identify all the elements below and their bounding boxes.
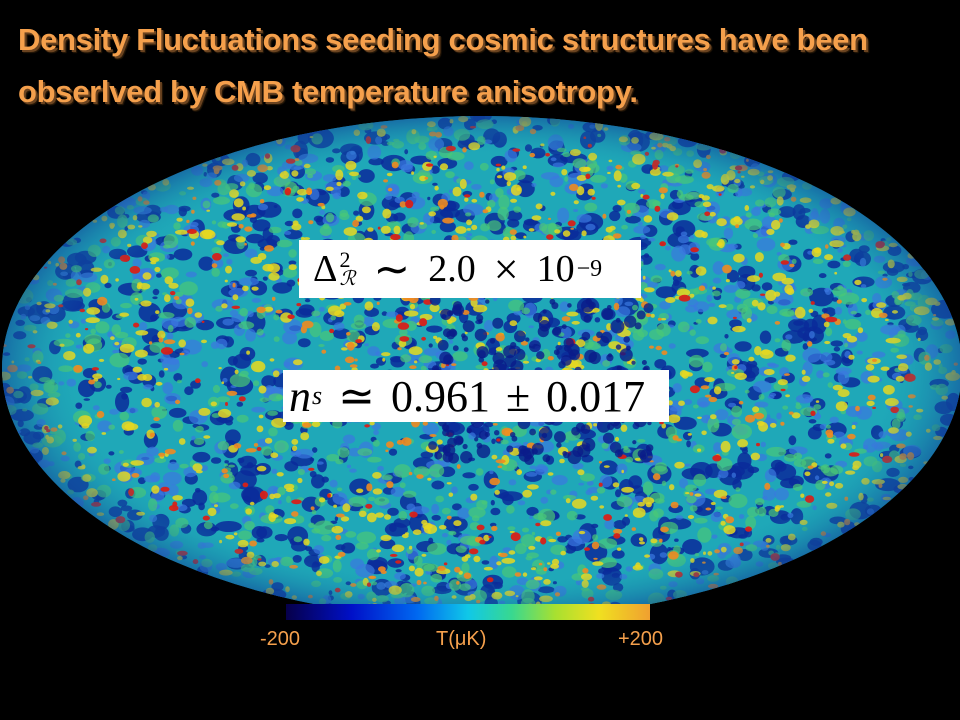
amplitude-mantissa: 2.0	[428, 248, 476, 290]
spectral-index-formula: n s ≃ 0.961 ± 0.017	[283, 370, 669, 422]
title-line-2: obserlved by CMB temperature anisotropy.	[18, 74, 638, 109]
slide-title: Density Fluctuations seeding cosmic stru…	[18, 14, 948, 118]
amplitude-exponent: −9	[576, 255, 603, 282]
delta-indices: 2 ℛ	[339, 247, 356, 290]
similar-symbol: ∼	[373, 244, 411, 294]
plus-minus-symbol: ±	[506, 371, 531, 421]
amplitude-base: 10	[536, 248, 575, 290]
colorbar-min-label: -200	[260, 628, 301, 650]
spectral-index-symbol: n	[289, 371, 311, 421]
approx-equal-symbol: ≃	[338, 371, 375, 421]
temperature-colorbar	[286, 604, 650, 620]
delta-symbol: Δ	[313, 248, 338, 290]
colorbar-unit-label: T(μK)	[436, 628, 487, 650]
title-line-1: Density Fluctuations seeding cosmic stru…	[18, 22, 868, 57]
spectral-index-error: 0.017	[546, 371, 646, 421]
spectral-index-value: 0.961	[391, 371, 490, 421]
delta-superscript: 2	[339, 247, 351, 272]
colorbar-max-label: +200	[618, 628, 664, 650]
spectral-index-subscript: s	[312, 381, 323, 410]
times-symbol: ×	[493, 244, 519, 294]
delta-subscript: ℛ	[339, 266, 356, 290]
power-spectrum-amplitude-formula: Δ 2 ℛ ∼ 2.0 × 10 −9	[299, 240, 641, 298]
